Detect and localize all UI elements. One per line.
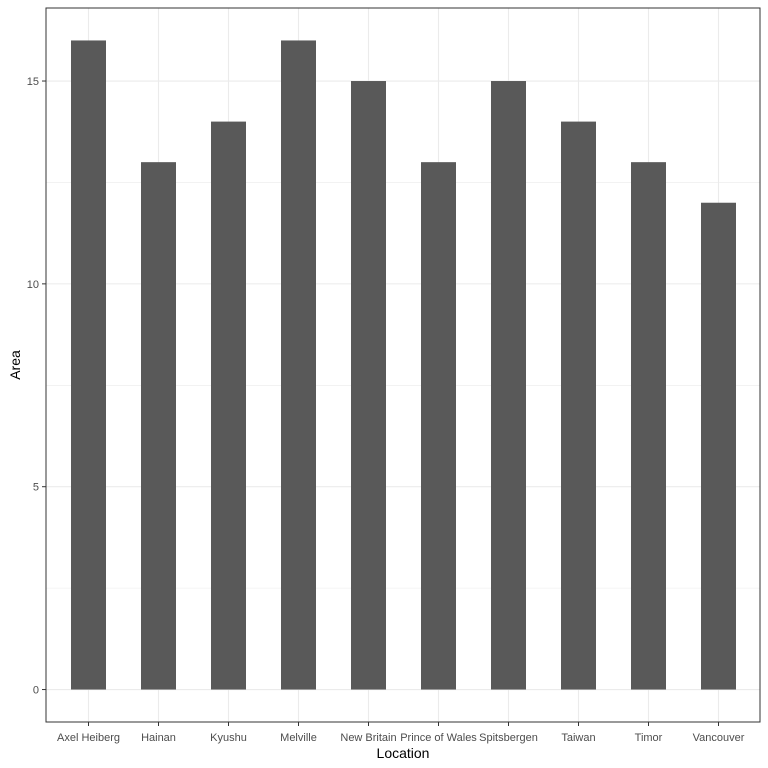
bar-taiwan xyxy=(561,121,596,690)
x-tick-label: Timor xyxy=(635,732,663,744)
y-axis-title: Area xyxy=(7,350,23,380)
x-tick-label: Melville xyxy=(280,732,317,744)
bars xyxy=(71,40,736,690)
x-tick-label: Axel Heiberg xyxy=(57,732,120,744)
x-tick-label: Prince of Wales xyxy=(400,732,477,744)
bar-new-britain xyxy=(351,81,386,690)
x-tick-label: Spitsbergen xyxy=(479,732,538,744)
x-tick-label: New Britain xyxy=(340,732,396,744)
panel-border xyxy=(45,7,761,723)
y-tick-label: 10 xyxy=(27,279,39,291)
x-tick-label: Hainan xyxy=(141,732,176,744)
bar-hainan xyxy=(141,162,176,690)
y-tick-label: 5 xyxy=(33,482,39,494)
x-tick-label: Taiwan xyxy=(561,732,595,744)
bar-timor xyxy=(631,162,666,690)
x-axis-title: Location xyxy=(377,745,430,761)
bar-spitsbergen xyxy=(491,81,526,690)
bar-melville xyxy=(281,40,316,690)
bar-kyushu xyxy=(211,121,246,690)
y-tick-label: 0 xyxy=(33,685,39,697)
x-axis-ticks: Axel Heiberg Hainan Kyushu Melville New Brit… xyxy=(57,722,745,744)
bar-prince-of-wales xyxy=(421,162,456,690)
y-axis-ticks: 0 5 10 15 xyxy=(27,76,46,697)
x-tick-label: Vancouver xyxy=(693,732,745,744)
y-tick-label: 15 xyxy=(27,76,39,88)
x-tick-label: Kyushu xyxy=(210,732,247,744)
bar-vancouver xyxy=(701,202,736,690)
bar-axel-heiberg xyxy=(71,40,106,690)
